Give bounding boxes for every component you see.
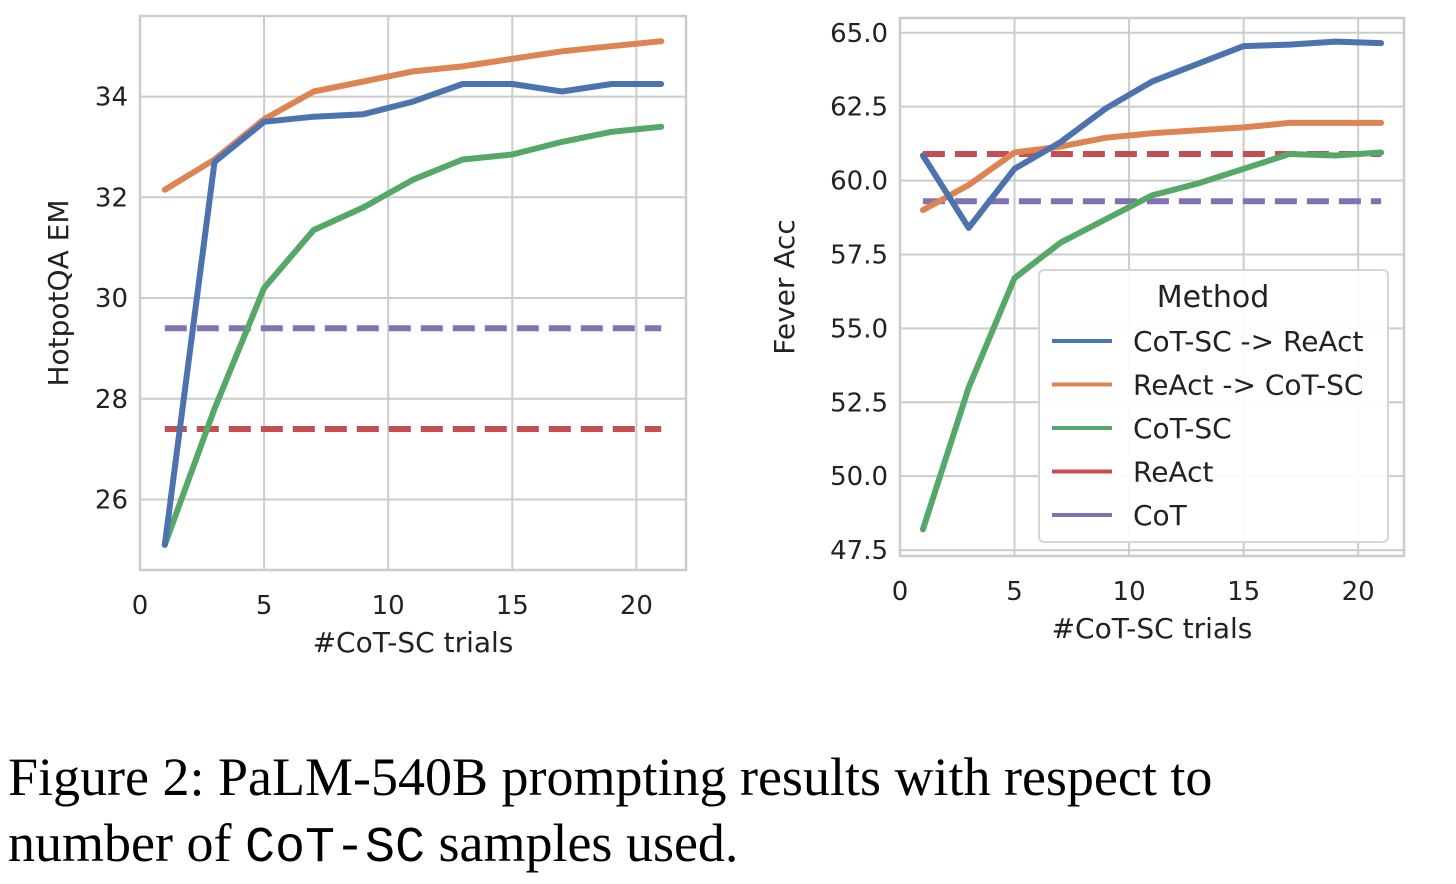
x-tick-label: 0	[892, 577, 909, 607]
series-line-cot-sc	[161, 123, 665, 548]
legend-entry-label: CoT-SC -> ReAct	[1133, 325, 1363, 358]
legend-title: Method	[1157, 280, 1270, 315]
legend: Method CoT-SC -> ReAct ReAct -> CoT-SC CoT-…	[1038, 269, 1389, 543]
x-tick-label: 0	[132, 591, 149, 621]
caption-line-2-prefix: number of	[8, 813, 245, 873]
x-tick-label: 10	[1113, 577, 1146, 607]
series-line-react-cot-sc	[161, 38, 665, 193]
series-line-cot-sc-react	[919, 38, 1385, 231]
legend-entry-label: CoT	[1133, 499, 1188, 532]
plot-frame	[138, 14, 688, 572]
y-axis-label: HotpotQA EM	[42, 200, 75, 387]
series-line-react-cot-sc	[919, 119, 1385, 214]
x-tick-label: 5	[256, 591, 273, 621]
x-tick-label: 15	[496, 591, 529, 621]
caption-line-1: Figure 2: PaLM-540B prompting results wi…	[8, 747, 1213, 807]
y-tick-label: 28	[95, 385, 128, 415]
x-tick-label: 20	[620, 591, 653, 621]
caption-line-2: number of CoT-SC samples used.	[8, 810, 1448, 882]
caption-code-cot-sc: CoT-SC	[244, 820, 425, 877]
x-tick-label: 10	[372, 591, 405, 621]
y-tick-label: 60.0	[830, 167, 888, 197]
x-tick-label: 5	[1006, 577, 1023, 607]
y-tick-label: 57.5	[830, 240, 888, 270]
plot-frame	[898, 16, 1406, 558]
y-tick-label: 26	[95, 485, 128, 515]
legend-entry-label: CoT-SC	[1133, 412, 1232, 445]
legend-box	[1038, 269, 1389, 543]
series-line-cot-sc	[919, 149, 1385, 533]
y-tick-label: 50.0	[830, 462, 888, 492]
x-tick-label: 15	[1227, 577, 1260, 607]
figure-caption: Figure 2: PaLM-540B prompting results wi…	[8, 744, 1448, 882]
y-tick-label: 30	[95, 284, 128, 314]
legend-entry-label: ReAct	[1133, 456, 1213, 489]
x-axis-label: #CoT-SC trials	[1052, 612, 1253, 645]
charts-svg: 0 5 10 15 20 26 28 30 32 34 #CoT-SC trials HotpotQA…	[42, 14, 1406, 659]
y-tick-label: 55.0	[830, 314, 888, 344]
legend-entry-label: ReAct -> CoT-SC	[1133, 369, 1363, 402]
y-tick-label: 65.0	[830, 19, 888, 49]
y-tick-label: 52.5	[830, 388, 888, 418]
y-tick-label: 32	[95, 183, 128, 213]
y-tick-label: 47.5	[830, 536, 888, 566]
x-tick-label: 20	[1342, 577, 1375, 607]
x-axis-label: #CoT-SC trials	[313, 626, 514, 659]
caption-line-2-suffix: samples used.	[424, 813, 739, 873]
series-line-cot-sc-react	[161, 81, 665, 548]
y-tick-label: 34	[95, 83, 128, 113]
y-tick-label: 62.5	[830, 93, 888, 123]
y-axis-label: Fever Acc	[768, 219, 801, 354]
chart-2: 0 5 10 15 20 47.5 50.0 52.5 55.0 57.5 60.0 62.5 65.0…	[768, 16, 1406, 645]
chart-1: 0 5 10 15 20 26 28 30 32 34 #CoT-SC trials HotpotQA…	[42, 14, 688, 659]
